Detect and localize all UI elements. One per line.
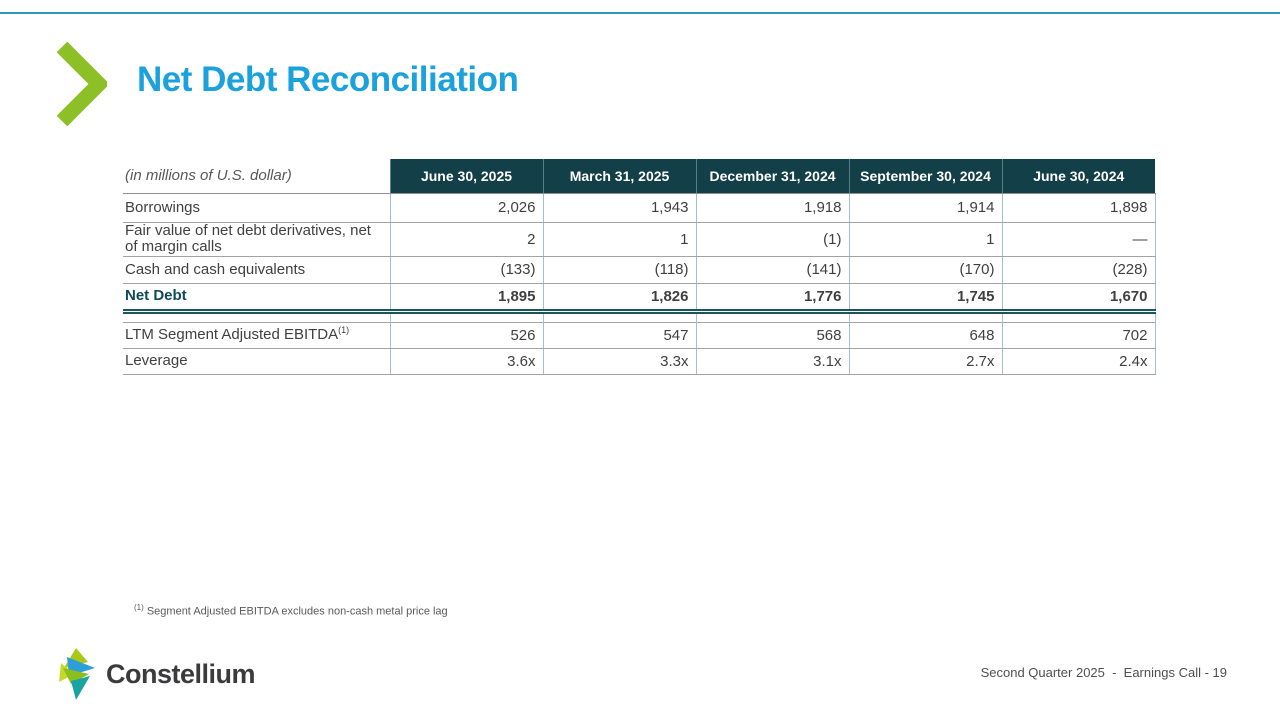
value-cell: (141) [695, 256, 849, 284]
value-cell: 1,943 [542, 193, 696, 223]
brand-wordmark: Constellium [106, 658, 256, 689]
value-cell: 547 [542, 321, 696, 349]
value-cell: 2 [389, 222, 543, 257]
row-label: Borrowings [123, 193, 390, 223]
table-header-row: (in millions of U.S. dollar) June 30, 20… [123, 159, 1155, 194]
value-cell: 1,918 [695, 193, 849, 223]
column-header: June 30, 2025 [389, 159, 543, 194]
column-header: September 30, 2024 [848, 159, 1002, 194]
chevron-right-icon [56, 42, 107, 126]
table-row: Cash and cash equivalents (133) (118) (1… [123, 256, 1156, 284]
row-label: Leverage [123, 348, 390, 375]
value-cell: (118) [542, 256, 696, 284]
net-debt-table: (in millions of U.S. dollar) June 30, 20… [123, 159, 1156, 375]
row-label: Cash and cash equivalents [123, 256, 390, 284]
value-cell: 526 [389, 321, 543, 349]
value-cell: 3.1x [695, 348, 849, 375]
value-cell: 1 [848, 222, 1002, 257]
column-header: March 31, 2025 [542, 159, 696, 194]
page-title: Net Debt Reconciliation [137, 60, 519, 99]
value-cell: (228) [1001, 256, 1156, 284]
row-label: LTM Segment Adjusted EBITDA(1) [123, 321, 390, 349]
brand-logo: Constellium [57, 647, 256, 701]
constellium-logo-icon [59, 648, 95, 700]
value-cell: 3.6x [389, 348, 543, 375]
table-row: Borrowings 2,026 1,943 1,918 1,914 1,898 [123, 193, 1156, 223]
value-cell: (133) [389, 256, 543, 284]
row-label: Fair value of net debt derivatives, net … [123, 222, 390, 257]
value-cell: 1,670 [1001, 282, 1156, 314]
value-cell: 702 [1001, 321, 1156, 349]
value-cell: 2,026 [389, 193, 543, 223]
value-cell: 2.4x [1001, 348, 1156, 375]
unit-note: (in millions of U.S. dollar) [123, 159, 390, 194]
value-cell: 1,745 [848, 282, 1002, 314]
footer-page-info: Second Quarter 2025 - Earnings Call - 19 [980, 665, 1227, 680]
value-cell: — [1001, 222, 1156, 257]
table-section-gap [123, 311, 1156, 322]
table-row: Leverage 3.6x 3.3x 3.1x 2.7x 2.4x [123, 348, 1156, 375]
top-accent-rule [0, 12, 1280, 14]
value-cell: 1,895 [389, 282, 543, 314]
value-cell: 3.3x [542, 348, 696, 375]
value-cell: (170) [848, 256, 1002, 284]
value-cell: 2.7x [848, 348, 1002, 375]
value-cell: 1 [542, 222, 696, 257]
column-header: December 31, 2024 [695, 159, 849, 194]
value-cell: 1,776 [695, 282, 849, 314]
value-cell: 1,914 [848, 193, 1002, 223]
net-debt-total-row: Net Debt 1,895 1,826 1,776 1,745 1,670 [123, 282, 1156, 314]
value-cell: 568 [695, 321, 849, 349]
column-header: June 30, 2024 [1001, 159, 1155, 194]
value-cell: (1) [695, 222, 849, 257]
footnote-marker: (1) [134, 603, 144, 612]
footnote-marker: (1) [338, 325, 350, 335]
footnote: (1) Segment Adjusted EBITDA excludes non… [134, 603, 448, 618]
row-label: Net Debt [123, 282, 390, 314]
value-cell: 1,826 [542, 282, 696, 314]
table-row: Fair value of net debt derivatives, net … [123, 222, 1156, 257]
table-row: LTM Segment Adjusted EBITDA(1) 526 547 5… [123, 321, 1156, 349]
value-cell: 1,898 [1001, 193, 1156, 223]
value-cell: 648 [848, 321, 1002, 349]
